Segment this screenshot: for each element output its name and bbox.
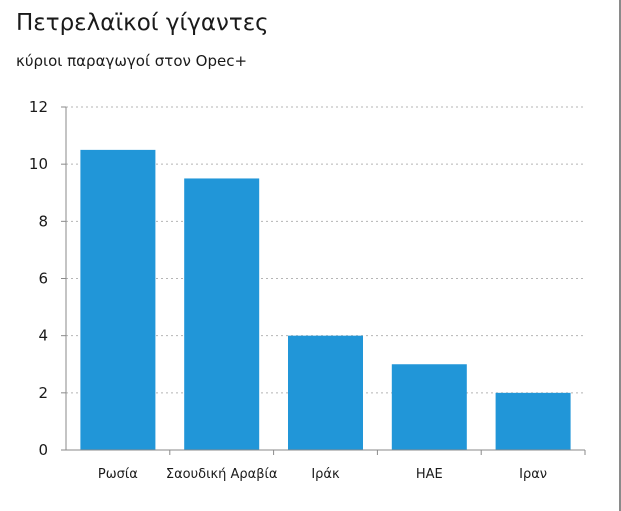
bars	[80, 149, 571, 451]
x-tick-label: Ρωσία	[98, 467, 138, 482]
y-tick-label: 0	[38, 441, 48, 459]
bar	[80, 149, 156, 450]
y-tick-label: 6	[38, 270, 48, 288]
y-tick-label: 12	[29, 98, 48, 116]
y-tick-label: 2	[38, 384, 48, 402]
chart-subtitle: κύριοι παραγωγοί στον Opec+	[16, 52, 248, 70]
bar	[184, 178, 260, 451]
axes	[61, 106, 586, 455]
chart-title: Πετρελαϊκοί γίγαντες	[16, 10, 269, 36]
frame-border	[619, 0, 621, 511]
bar	[391, 364, 467, 450]
bar	[495, 392, 571, 450]
x-tick-label: Σαουδική Αραβία	[166, 467, 278, 482]
x-tick-labels: Ρωσία Σαουδική Αραβία Ιράκ ΗΑΕ Ιραν	[98, 467, 547, 482]
x-tick-label: Ιραν	[519, 467, 547, 482]
y-tick-label: 8	[38, 212, 48, 230]
bar	[288, 335, 363, 450]
x-tick-label: Ιράκ	[311, 467, 340, 482]
y-tick-label: 10	[29, 155, 48, 173]
y-tick-label: 4	[38, 327, 48, 345]
x-tick-label: ΗΑΕ	[416, 467, 443, 482]
y-tick-labels: 0 2 4 6 8 10 12	[29, 98, 48, 459]
